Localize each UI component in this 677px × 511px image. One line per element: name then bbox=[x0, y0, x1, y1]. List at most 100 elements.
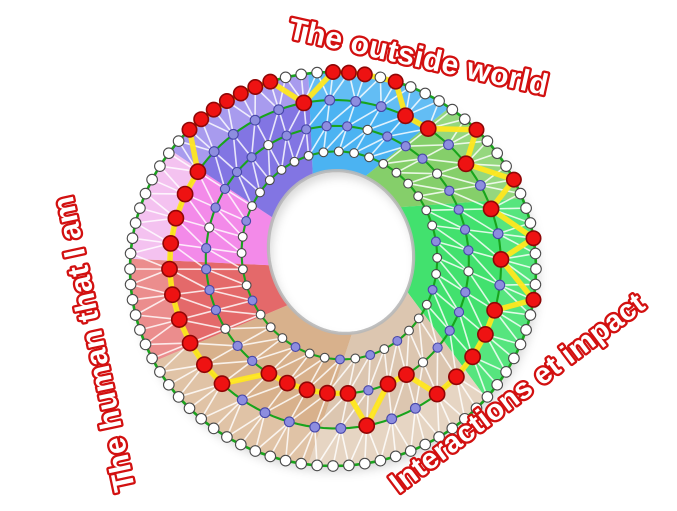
skill-node[interactable] bbox=[481, 135, 494, 147]
sector-tan-light-inner[interactable] bbox=[320, 291, 464, 429]
skill-node[interactable] bbox=[247, 201, 257, 212]
sector-red-outer[interactable] bbox=[130, 258, 192, 362]
skill-node[interactable] bbox=[342, 121, 353, 132]
skill-node[interactable] bbox=[246, 152, 257, 163]
skill-node[interactable] bbox=[241, 280, 252, 291]
skill-node[interactable] bbox=[207, 422, 220, 435]
skill-node[interactable] bbox=[520, 324, 532, 336]
sector-pink-outer[interactable] bbox=[130, 150, 200, 261]
skill-node[interactable] bbox=[335, 422, 347, 434]
skill-node[interactable] bbox=[421, 205, 432, 216]
selected-skill-node[interactable] bbox=[428, 385, 446, 403]
skill-node[interactable] bbox=[432, 252, 443, 263]
skill-node[interactable] bbox=[432, 342, 443, 353]
sector-pink-inner[interactable] bbox=[169, 169, 274, 266]
skill-node[interactable] bbox=[311, 66, 323, 79]
skill-node[interactable] bbox=[249, 114, 261, 126]
skill-node[interactable] bbox=[146, 352, 158, 365]
selected-skill-node[interactable] bbox=[161, 260, 178, 278]
skill-node[interactable] bbox=[162, 147, 175, 160]
skill-node[interactable] bbox=[379, 344, 390, 355]
selected-skill-node[interactable] bbox=[492, 250, 510, 268]
selected-skill-node[interactable] bbox=[339, 384, 357, 402]
skill-node[interactable] bbox=[458, 412, 471, 425]
skill-node[interactable] bbox=[409, 402, 421, 414]
skill-node[interactable] bbox=[236, 248, 247, 258]
skill-node[interactable] bbox=[386, 413, 398, 425]
skill-node[interactable] bbox=[134, 324, 146, 336]
skill-node[interactable] bbox=[304, 348, 315, 359]
skill-node[interactable] bbox=[419, 87, 432, 100]
skill-node[interactable] bbox=[529, 247, 542, 260]
skill-node[interactable] bbox=[446, 103, 459, 116]
skill-node[interactable] bbox=[491, 147, 504, 160]
selected-skill-node[interactable] bbox=[464, 348, 481, 366]
skill-node[interactable] bbox=[365, 350, 376, 360]
skill-node[interactable] bbox=[431, 168, 443, 179]
skill-node[interactable] bbox=[392, 335, 403, 346]
skill-node[interactable] bbox=[443, 139, 454, 151]
skill-node[interactable] bbox=[139, 338, 152, 351]
skill-node[interactable] bbox=[524, 217, 537, 229]
skill-node[interactable] bbox=[374, 71, 387, 84]
skill-node[interactable] bbox=[491, 378, 504, 391]
selected-skill-node[interactable] bbox=[167, 209, 185, 227]
selected-skill-node[interactable] bbox=[193, 111, 210, 128]
skill-node[interactable] bbox=[470, 402, 483, 415]
skill-node[interactable] bbox=[343, 459, 355, 472]
selected-skill-node[interactable] bbox=[525, 230, 542, 247]
skill-node[interactable] bbox=[236, 394, 248, 406]
selected-skill-node[interactable] bbox=[387, 73, 404, 90]
skill-node[interactable] bbox=[413, 191, 424, 202]
skill-node[interactable] bbox=[413, 313, 424, 324]
skill-node[interactable] bbox=[375, 101, 387, 113]
skill-node[interactable] bbox=[481, 391, 494, 403]
skill-node[interactable] bbox=[529, 278, 542, 291]
selected-skill-node[interactable] bbox=[468, 121, 485, 138]
skill-node[interactable] bbox=[327, 460, 339, 472]
selected-skill-node[interactable] bbox=[324, 64, 341, 81]
skill-node[interactable] bbox=[417, 153, 428, 164]
selected-skill-node[interactable] bbox=[340, 64, 357, 81]
skill-node[interactable] bbox=[279, 454, 292, 467]
selected-skill-node[interactable] bbox=[247, 79, 264, 96]
skill-node[interactable] bbox=[431, 269, 442, 279]
skill-node[interactable] bbox=[363, 385, 374, 396]
skill-node[interactable] bbox=[309, 421, 321, 433]
skill-node[interactable] bbox=[234, 438, 247, 451]
skill-node[interactable] bbox=[172, 135, 185, 147]
skill-node[interactable] bbox=[514, 187, 527, 200]
selected-skill-node[interactable] bbox=[213, 375, 231, 393]
skill-node[interactable] bbox=[349, 148, 360, 159]
skill-node[interactable] bbox=[430, 236, 441, 247]
skill-node[interactable] bbox=[389, 450, 402, 463]
skill-node[interactable] bbox=[263, 139, 274, 151]
skill-node[interactable] bbox=[281, 130, 292, 141]
selected-skill-node[interactable] bbox=[457, 155, 475, 173]
skill-node[interactable] bbox=[474, 179, 486, 191]
skill-node[interactable] bbox=[319, 352, 330, 363]
selected-skill-node[interactable] bbox=[295, 94, 313, 112]
skill-node[interactable] bbox=[427, 220, 438, 231]
skill-node[interactable] bbox=[249, 445, 262, 457]
skill-node[interactable] bbox=[453, 306, 465, 318]
skill-node[interactable] bbox=[124, 278, 137, 291]
skill-node[interactable] bbox=[259, 407, 271, 419]
skill-node[interactable] bbox=[208, 146, 220, 158]
skill-node[interactable] bbox=[433, 431, 445, 443]
skill-node[interactable] bbox=[404, 325, 414, 336]
sector-blue-outer[interactable] bbox=[308, 72, 450, 127]
skill-node[interactable] bbox=[241, 216, 252, 226]
skill-node[interactable] bbox=[500, 366, 512, 378]
skill-node[interactable] bbox=[378, 158, 389, 169]
skill-node[interactable] bbox=[231, 166, 243, 178]
skill-node[interactable] bbox=[172, 391, 185, 403]
skill-node[interactable] bbox=[247, 295, 258, 306]
selected-skill-node[interactable] bbox=[476, 325, 494, 343]
skill-node[interactable] bbox=[264, 450, 277, 463]
skill-node[interactable] bbox=[129, 309, 142, 321]
skill-node[interactable] bbox=[324, 94, 336, 106]
skill-node[interactable] bbox=[358, 457, 371, 470]
skill-node[interactable] bbox=[146, 173, 158, 186]
skill-node[interactable] bbox=[227, 128, 239, 140]
